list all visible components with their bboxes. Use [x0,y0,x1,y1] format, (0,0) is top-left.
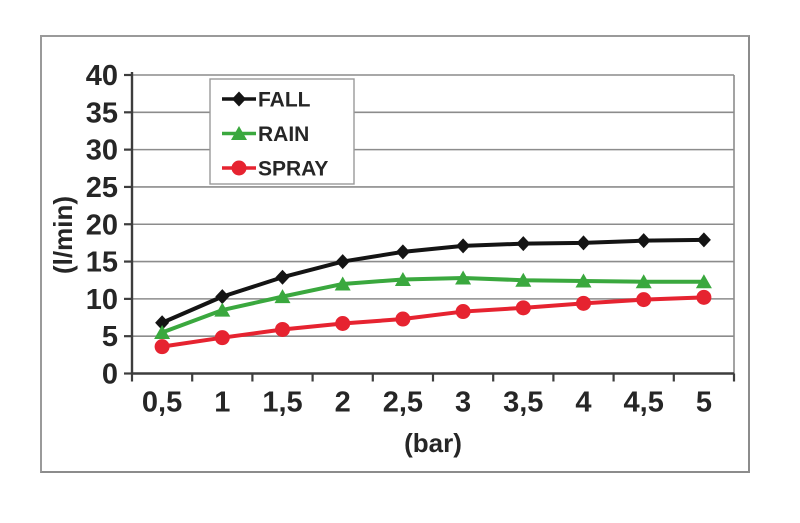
y-tick-label: 30 [86,135,118,167]
x-tick-label: 4 [575,387,591,419]
circle-marker-spray [576,295,591,311]
x-tick-label: 3,5 [503,387,543,419]
legend-item-fall: FALL [222,89,311,112]
circle-marker-spray [455,304,471,320]
y-tick-label: 20 [86,209,118,241]
diamond-marker-fall [395,244,410,260]
series-fall [155,232,711,331]
y-tick-label: 35 [86,97,118,129]
triangle-marker-rain [334,276,351,291]
triangle-marker-rain [274,289,291,304]
circle-marker-spray [636,292,652,308]
diamond-marker-fall [275,269,290,285]
triangle-icon [231,126,247,140]
x-axis-title: (bar) [404,428,462,458]
diamond-marker-fall [215,289,230,305]
y-tick-label: 15 [86,247,118,279]
legend-label-spray: SPRAY [258,158,328,181]
triangle-marker-rain [635,274,652,289]
x-tick-label: 0,5 [142,387,182,419]
legend-label-rain: RAIN [258,123,309,146]
triangle-marker-rain [154,324,171,339]
triangle-marker-rain [214,302,231,317]
triangle-marker-rain [455,270,472,285]
series-line-spray [160,295,706,349]
x-tick-label: 3 [455,387,471,419]
y-tick-label: 10 [86,284,118,316]
series-line-fall [160,237,706,325]
x-tick-label: 2 [335,387,351,419]
diamond-marker-fall [155,315,170,331]
diamond-marker-fall [636,233,651,249]
circle-marker-spray [335,316,351,332]
chart-frame: 0 5 10 15 20 25 30 35 40 0,5 1 1,5 2 2,5 3 3,5 4 4,5 5 (b… [40,35,750,473]
diamond-marker-fall [335,254,350,270]
legend-item-rain: RAIN [222,123,309,146]
diamond-marker-fall [576,235,591,251]
diamond-marker-fall [516,236,531,252]
diamond-icon [232,91,246,107]
x-tick-label: 1,5 [262,387,302,419]
x-tick-label: 1 [214,387,230,419]
y-tick-label: 40 [86,60,118,92]
circle-marker-spray [395,311,411,327]
circle-marker-spray [275,321,290,337]
x-tick-label: 5 [696,387,712,419]
circle-icon [231,160,247,176]
triangle-marker-rain [695,274,712,289]
triangle-marker-rain [515,272,532,287]
y-axis-tick-labels: 0 5 10 15 20 25 30 35 40 [86,60,118,391]
y-tick-label: 25 [86,172,118,204]
y-tick-label: 5 [102,321,118,353]
triangle-marker-rain [394,271,411,286]
circle-marker-spray [214,330,230,346]
series-rain [154,270,712,339]
legend-item-spray: SPRAY [222,158,328,181]
x-tick-label: 4,5 [624,387,664,419]
circle-marker-spray [154,339,170,355]
diamond-marker-fall [456,238,471,254]
x-axis-tick-labels: 0,5 1 1,5 2 2,5 3 3,5 4 4,5 5 [142,387,712,419]
circle-marker-spray [515,300,531,316]
legend: FALL RAIN SPRAY [209,78,355,185]
flow-vs-pressure-line-chart: 0 5 10 15 20 25 30 35 40 0,5 1 1,5 2 2,5 3 3,5 4 4,5 5 (b… [48,60,736,458]
y-tick-label: 0 [102,359,118,391]
circle-marker-spray [696,289,712,305]
x-tick-label: 2,5 [383,387,423,419]
series-spray [154,289,712,355]
data-series [154,232,712,355]
axes [124,72,736,382]
series-line-rain [160,275,706,335]
triangle-marker-rain [575,273,592,288]
y-axis-title: (l/min) [48,196,78,274]
diamond-marker-fall [696,232,711,248]
legend-label-fall: FALL [258,89,311,112]
